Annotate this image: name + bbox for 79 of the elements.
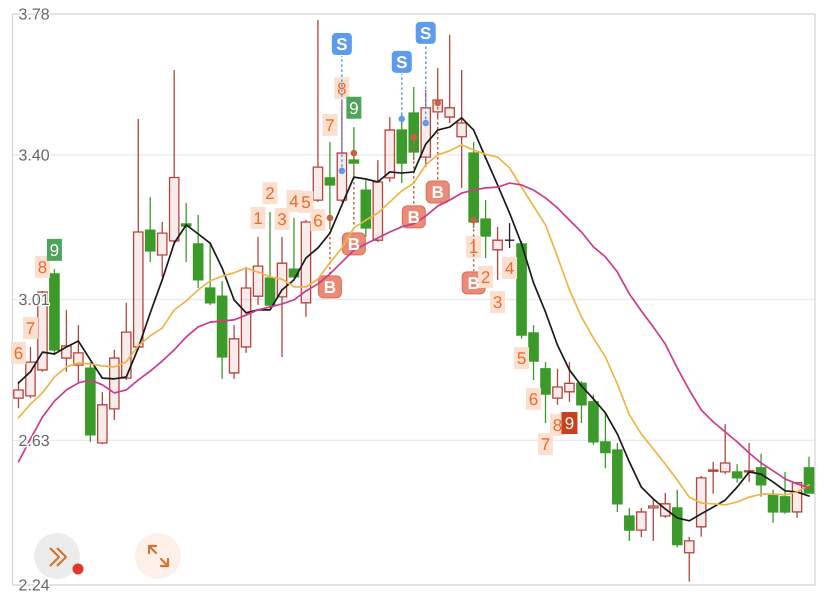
candlestick <box>108 349 120 421</box>
candlestick <box>180 202 192 263</box>
candlestick <box>696 475 707 538</box>
candlestick <box>672 489 683 548</box>
candlestick <box>156 221 168 278</box>
annotation: 2 <box>265 184 275 204</box>
candlestick <box>264 211 276 308</box>
candlestick <box>636 507 647 538</box>
candlestick <box>744 442 754 483</box>
annotation: 9 <box>349 98 359 118</box>
candlestick <box>684 536 695 582</box>
annotation: 8 <box>552 416 562 435</box>
candlestick <box>804 456 814 494</box>
candlestick <box>492 226 503 280</box>
candlestick <box>540 362 551 424</box>
annotation: 7 <box>325 116 335 135</box>
candlestick <box>456 69 467 189</box>
candlestick <box>25 346 36 399</box>
point <box>422 120 430 126</box>
candlestick <box>312 19 324 203</box>
candlestick <box>564 362 575 402</box>
candlestick <box>732 463 742 484</box>
point <box>326 214 334 222</box>
candlestick <box>49 268 60 356</box>
candlestick <box>756 453 766 498</box>
annotation: B <box>324 278 336 298</box>
annotation: 1 <box>253 209 263 228</box>
annotation: B <box>467 274 480 293</box>
annotation: 4 <box>289 192 299 211</box>
y-tick-label: 3.40 <box>18 147 50 164</box>
annotation: S <box>420 24 432 44</box>
annotation: 8 <box>38 258 48 277</box>
annotation: 9 <box>50 240 60 260</box>
annotation: 9 <box>564 414 574 434</box>
annotation: 1 <box>468 238 478 257</box>
candlestick <box>384 116 396 183</box>
candlestick <box>648 497 659 542</box>
candlestick <box>240 266 252 354</box>
candlestick <box>720 423 730 475</box>
annotation: S <box>336 35 348 54</box>
candlestick <box>228 324 240 380</box>
candlestick <box>85 362 96 443</box>
candlestick <box>288 217 300 279</box>
candlestick <box>624 507 635 542</box>
annotation: 3 <box>492 293 502 312</box>
annotation: 5 <box>516 349 526 368</box>
annotation: B <box>408 208 420 227</box>
annotation: 7 <box>26 319 36 338</box>
annotation: 8 <box>337 79 347 98</box>
candlestick <box>360 179 372 238</box>
point <box>350 150 358 156</box>
candlestick <box>708 461 719 494</box>
annotation: 6 <box>313 211 323 230</box>
annotation: 6 <box>528 390 538 409</box>
candlestick <box>252 236 264 306</box>
point <box>434 100 441 106</box>
candlestick <box>97 391 108 445</box>
annotation: 4 <box>504 259 514 278</box>
y-tick-label: 2.24 <box>18 578 50 594</box>
point <box>410 134 418 140</box>
y-tick-label: 3.78 <box>18 6 50 24</box>
point <box>398 116 406 122</box>
candlestick <box>372 159 384 243</box>
annotation: B <box>432 183 444 202</box>
point <box>338 168 346 174</box>
candlestick <box>168 69 180 246</box>
annotation: S <box>396 52 408 72</box>
candlestick <box>552 368 563 406</box>
candlestick <box>504 222 515 249</box>
candlestick <box>444 34 456 124</box>
annotation: 2 <box>480 268 490 287</box>
point <box>470 216 477 224</box>
candlestick <box>300 219 312 318</box>
annotation: B <box>348 235 360 254</box>
annotation: 5 <box>301 193 311 212</box>
candlestick <box>144 196 156 263</box>
candlestick <box>192 214 204 289</box>
candlestick <box>61 309 72 372</box>
candlestick <box>13 381 24 409</box>
